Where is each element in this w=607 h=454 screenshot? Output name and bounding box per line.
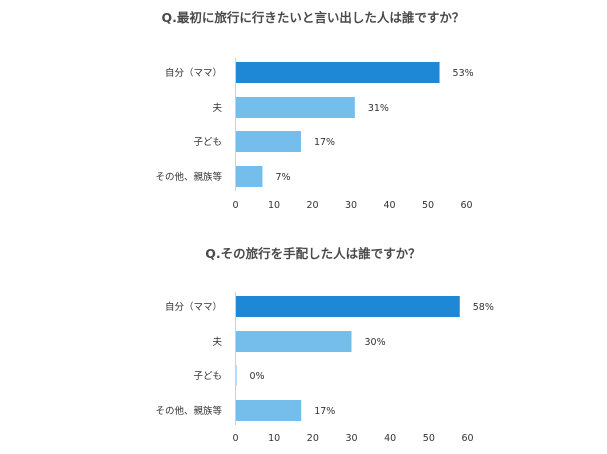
chart-title: Q.その旅行を手配した人は誰ですか？ bbox=[205, 246, 420, 261]
value-label: 58% bbox=[473, 302, 494, 313]
value-label: 53% bbox=[453, 68, 474, 79]
bar bbox=[235, 97, 355, 118]
category-label: その他、親族等 bbox=[155, 171, 222, 183]
bar bbox=[235, 131, 301, 152]
tick-label: 10 bbox=[268, 200, 280, 211]
chart-first-trip-initiator: Q.最初に旅行に行きたいと言い出した人は誰ですか？ 自分（ママ） 夫子どもその他、… bbox=[155, 10, 473, 211]
tick-label: 0 bbox=[232, 200, 238, 211]
tick-label: 60 bbox=[460, 200, 472, 211]
tick-label: 40 bbox=[383, 200, 395, 211]
bar bbox=[235, 331, 352, 352]
category-label: 夫 bbox=[212, 102, 222, 114]
tick-label: 50 bbox=[422, 200, 434, 211]
tick-label: 0 bbox=[232, 433, 238, 444]
tick-label: 40 bbox=[384, 433, 396, 444]
bar bbox=[235, 166, 263, 187]
bar bbox=[235, 62, 440, 83]
value-label: 17% bbox=[314, 406, 335, 417]
category-label: 子ども bbox=[193, 137, 222, 148]
tick-label: 30 bbox=[345, 200, 357, 211]
value-label: 17% bbox=[314, 137, 335, 148]
value-label: 0% bbox=[250, 371, 265, 382]
category-label: その他、親族等 bbox=[155, 405, 222, 417]
category-label: 自分（ママ） bbox=[165, 67, 222, 79]
value-label: 7% bbox=[275, 172, 290, 183]
chart-title: Q.最初に旅行に行きたいと言い出した人は誰ですか？ bbox=[162, 10, 465, 25]
tick-label: 30 bbox=[345, 433, 357, 444]
value-label: 31% bbox=[368, 103, 389, 114]
tick-label: 20 bbox=[307, 433, 319, 444]
tick-label: 20 bbox=[306, 200, 318, 211]
tick-label: 10 bbox=[268, 433, 280, 444]
tick-label: 60 bbox=[461, 433, 473, 444]
category-label: 夫 bbox=[212, 336, 222, 348]
category-label: 自分（ママ） bbox=[165, 301, 222, 313]
bar bbox=[235, 400, 302, 421]
category-label: 子ども bbox=[193, 371, 222, 382]
bar bbox=[235, 296, 460, 317]
tick-label: 50 bbox=[423, 433, 435, 444]
value-label: 30% bbox=[365, 337, 386, 348]
